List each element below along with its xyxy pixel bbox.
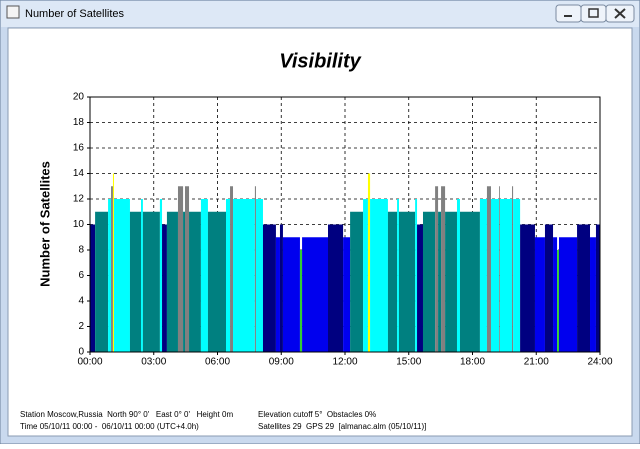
y-tick-label: 18: [73, 117, 85, 128]
bar: [370, 199, 388, 352]
bar: [456, 199, 460, 352]
bar: [129, 211, 141, 352]
x-tick-label: 00:00: [77, 357, 102, 368]
bar: [255, 199, 263, 352]
bar: [445, 211, 457, 352]
bar: [397, 199, 399, 352]
y-tick-label: 8: [78, 245, 84, 256]
bar: [141, 199, 143, 352]
bar: [499, 186, 500, 352]
bar: [177, 186, 184, 352]
bar: [595, 224, 600, 352]
y-tick-label: 16: [73, 143, 85, 154]
bar: [200, 199, 208, 352]
title-bar: [1, 1, 639, 27]
bar: [435, 186, 439, 352]
bar: [534, 237, 545, 352]
minimize-button[interactable]: [555, 4, 582, 23]
bar: [114, 199, 130, 352]
bar: [590, 237, 596, 352]
footer-text: Satellites 29 GPS 29 [almanac.alm (05/10…: [258, 422, 426, 431]
bar: [387, 211, 398, 352]
plot-border: [89, 96, 601, 353]
bar: [490, 199, 500, 352]
bar: [398, 211, 416, 352]
restore-button[interactable]: [580, 4, 607, 23]
bar: [441, 186, 446, 352]
bar: [438, 211, 442, 352]
x-tick-label: 21:00: [524, 357, 549, 368]
bar: [183, 211, 185, 352]
restore-glyph: [588, 8, 599, 18]
bar: [363, 199, 368, 352]
y-tick-label: 0: [78, 347, 84, 358]
bar: [513, 199, 521, 352]
x-tick-label: 15:00: [396, 357, 421, 368]
bar: [499, 199, 513, 352]
bar: [350, 211, 364, 352]
bar: [262, 224, 276, 352]
bar: [486, 186, 491, 352]
bar: [577, 224, 591, 352]
bar: [184, 186, 190, 352]
bar: [544, 224, 554, 352]
bar: [520, 224, 535, 352]
bar: [142, 211, 160, 352]
bar: [159, 199, 163, 352]
x-tick-label: 12:00: [332, 357, 357, 368]
close-glyph: [614, 8, 626, 19]
bar: [95, 211, 109, 352]
bar: [254, 186, 256, 352]
bar: [162, 224, 167, 352]
bar: [422, 211, 436, 352]
chart-title: Visibility: [279, 50, 361, 72]
bar: [230, 186, 234, 352]
bar: [189, 211, 201, 352]
bar: [553, 237, 558, 352]
x-tick-label: 06:00: [205, 357, 230, 368]
bar: [299, 250, 303, 352]
y-tick-label: 10: [73, 219, 85, 230]
bar: [367, 173, 371, 352]
y-tick-label: 14: [73, 168, 85, 179]
bar: [558, 237, 578, 352]
bar: [166, 211, 178, 352]
bar: [302, 237, 328, 352]
bar: [226, 199, 231, 352]
bar: [282, 237, 300, 352]
x-tick-label: 09:00: [269, 357, 294, 368]
footer-text: Elevation cutoff 5° Obstacles 0%: [258, 410, 376, 419]
x-tick-label: 24:00: [587, 357, 612, 368]
window-title: Number of Satellites: [25, 8, 125, 20]
bar: [415, 199, 418, 352]
bar: [207, 211, 226, 352]
bar: [459, 211, 480, 352]
bar: [90, 224, 96, 352]
bar: [328, 224, 344, 352]
y-tick-label: 20: [73, 92, 85, 103]
y-axis-label: Number of Satellites: [37, 161, 52, 287]
y-tick-label: 6: [78, 270, 84, 281]
bar: [512, 186, 514, 352]
bar: [417, 224, 423, 352]
bar: [275, 237, 280, 352]
y-tick-label: 2: [78, 321, 84, 332]
bar: [108, 199, 112, 352]
bar: [557, 250, 559, 352]
y-tick-label: 4: [78, 296, 84, 307]
bar: [279, 224, 283, 352]
y-tick-label: 12: [73, 194, 85, 205]
bar: [479, 199, 487, 352]
plot: 0 2 4 6 8 10 12 14 16 18 20 00:00 03:00 06:00 09:00 12:…: [73, 92, 613, 368]
x-tick-label: 03:00: [141, 357, 166, 368]
window-icon: [6, 5, 20, 19]
bar: [343, 237, 351, 352]
bar: [112, 173, 115, 352]
x-tick-label: 18:00: [460, 357, 485, 368]
footer-text: Time 05/10/11 00:00 - 06/10/11 00:00 (UT…: [20, 422, 199, 431]
bar: [111, 186, 113, 352]
footer-text: Station Moscow,Russia North 90° 0' East …: [20, 410, 233, 419]
bar: [233, 199, 255, 352]
